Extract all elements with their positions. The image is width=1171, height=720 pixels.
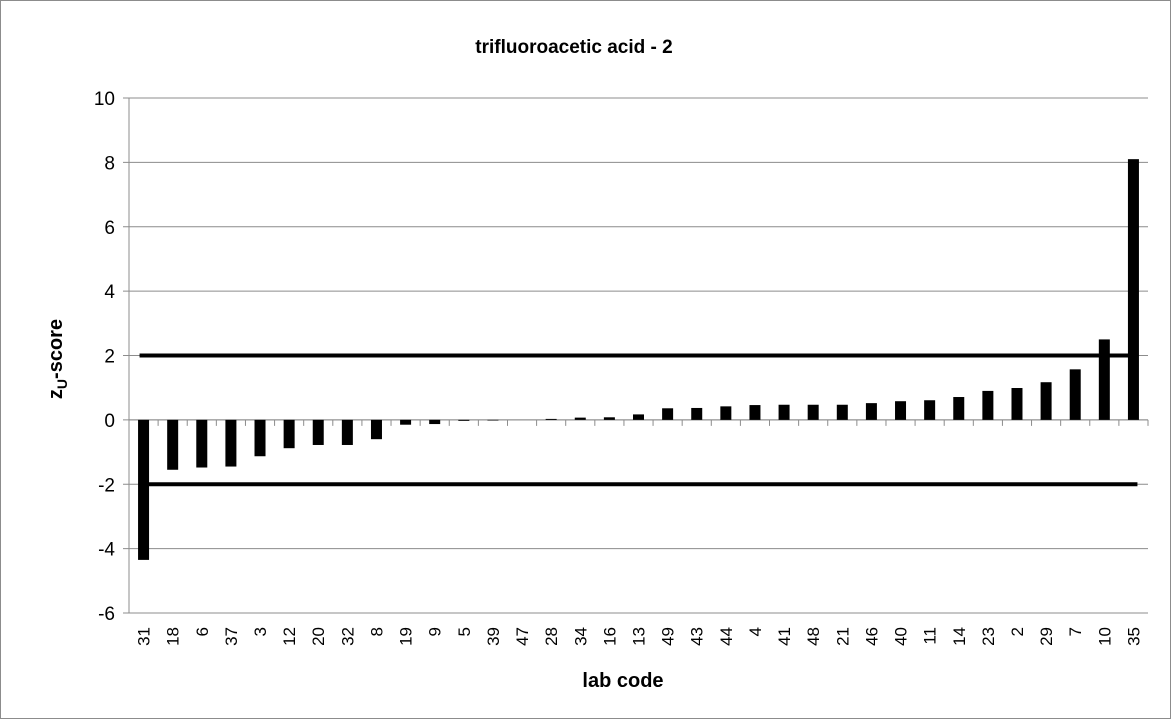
x-tick-label: 49 xyxy=(659,627,678,646)
bar-35 xyxy=(1127,159,1139,420)
x-tick-label: 34 xyxy=(571,627,590,646)
bar-49 xyxy=(662,408,674,420)
bar-13 xyxy=(633,414,644,420)
bar-14 xyxy=(953,397,965,420)
x-axis-title: lab code xyxy=(582,670,663,692)
bar-12 xyxy=(283,419,295,449)
x-tick-label: 43 xyxy=(688,627,707,646)
x-tick-label: 14 xyxy=(950,627,969,646)
bar-2 xyxy=(1011,388,1023,420)
x-tick-label: 18 xyxy=(164,627,183,646)
x-tick-label: 40 xyxy=(892,627,911,646)
x-tick-label: 29 xyxy=(1037,627,1056,646)
x-tick-label: 3 xyxy=(251,627,270,636)
bar-8 xyxy=(370,419,382,440)
y-tick-label: 10 xyxy=(94,89,115,110)
y-axis-title-rest: -score xyxy=(45,319,67,379)
x-tick-label: 20 xyxy=(309,627,328,646)
y-tick-label: 4 xyxy=(104,282,115,303)
bar-5 xyxy=(458,419,470,421)
x-tick-label: 21 xyxy=(833,627,852,646)
y-axis-title-subscript: U xyxy=(54,379,70,389)
y-tick-label: 2 xyxy=(104,347,115,368)
bar-46 xyxy=(865,403,877,420)
bar-32 xyxy=(341,419,353,445)
bar-10 xyxy=(1098,339,1110,420)
x-tick-label: 47 xyxy=(513,627,532,646)
x-tick-label: 19 xyxy=(397,627,416,646)
x-tick-label: 5 xyxy=(455,627,474,636)
bar-44 xyxy=(720,406,732,420)
x-tick-label: 31 xyxy=(135,627,154,646)
x-tick-label: 46 xyxy=(862,627,881,646)
bar-18 xyxy=(167,419,179,470)
x-tick-label: 48 xyxy=(804,627,823,646)
bar-20 xyxy=(312,419,324,445)
y-tick-label: -2 xyxy=(98,475,115,496)
bar-40 xyxy=(895,401,907,420)
y-tick-label: 6 xyxy=(104,218,115,239)
x-tick-label: 8 xyxy=(367,627,386,636)
y-axis-title-main: z xyxy=(45,389,67,399)
x-tick-labels: 31 18 6 37 3 12 20 32 8 19 9 5 39 47 28 34 16 13 49 43 44 4 41… xyxy=(135,627,1144,646)
x-tick-label: 13 xyxy=(630,627,649,646)
x-tick-label: 32 xyxy=(338,627,357,646)
x-tick-label: 41 xyxy=(775,627,794,646)
y-tick-label: 8 xyxy=(104,153,115,174)
x-tick-label: 7 xyxy=(1066,627,1085,636)
bar-41 xyxy=(778,404,790,420)
y-tick-labels: -6 -4 -2 0 2 4 6 8 10 xyxy=(94,89,116,625)
x-tick-label: 4 xyxy=(746,627,765,636)
bar-19 xyxy=(400,419,412,425)
bar-43 xyxy=(691,407,703,420)
x-tick-label: 28 xyxy=(542,627,561,646)
y-tick-label: -4 xyxy=(98,540,115,561)
bar-16 xyxy=(603,417,615,420)
chart-title: trifluoroacetic acid - 2 xyxy=(475,37,672,58)
y-axis-title: zU-score xyxy=(45,319,70,399)
bar-6 xyxy=(196,419,208,468)
x-tick-label: 2 xyxy=(1008,627,1027,636)
bar-11 xyxy=(924,400,936,420)
bar-21 xyxy=(836,404,848,420)
y-tick-label: -6 xyxy=(98,604,115,625)
x-tick-label: 12 xyxy=(280,627,299,646)
bar-3 xyxy=(254,419,266,457)
bar-4 xyxy=(749,405,761,420)
x-tick-label: 23 xyxy=(979,627,998,646)
bar-39 xyxy=(487,419,499,421)
x-tick-label: 39 xyxy=(484,627,503,646)
bar-34 xyxy=(574,417,586,420)
bar-28 xyxy=(545,418,557,420)
bar-29 xyxy=(1040,382,1052,420)
bar-9 xyxy=(429,419,441,425)
bar-37 xyxy=(225,419,237,467)
x-tick-label: 10 xyxy=(1095,627,1114,646)
x-tick-label: 44 xyxy=(717,627,736,646)
x-tick-label: 11 xyxy=(921,627,940,645)
bar-31 xyxy=(138,419,150,560)
bars xyxy=(138,159,1139,560)
y-tick-label: 0 xyxy=(104,411,115,432)
bar-7 xyxy=(1069,369,1081,420)
bar-23 xyxy=(982,390,994,420)
bar-48 xyxy=(807,404,819,420)
reference-lines xyxy=(139,353,1138,487)
x-tick-label: 16 xyxy=(600,627,619,646)
x-tick-label: 37 xyxy=(222,627,241,646)
x-tick-label: 35 xyxy=(1124,627,1143,646)
x-tick-label: 6 xyxy=(193,627,212,636)
x-tick-label: 9 xyxy=(426,627,445,636)
